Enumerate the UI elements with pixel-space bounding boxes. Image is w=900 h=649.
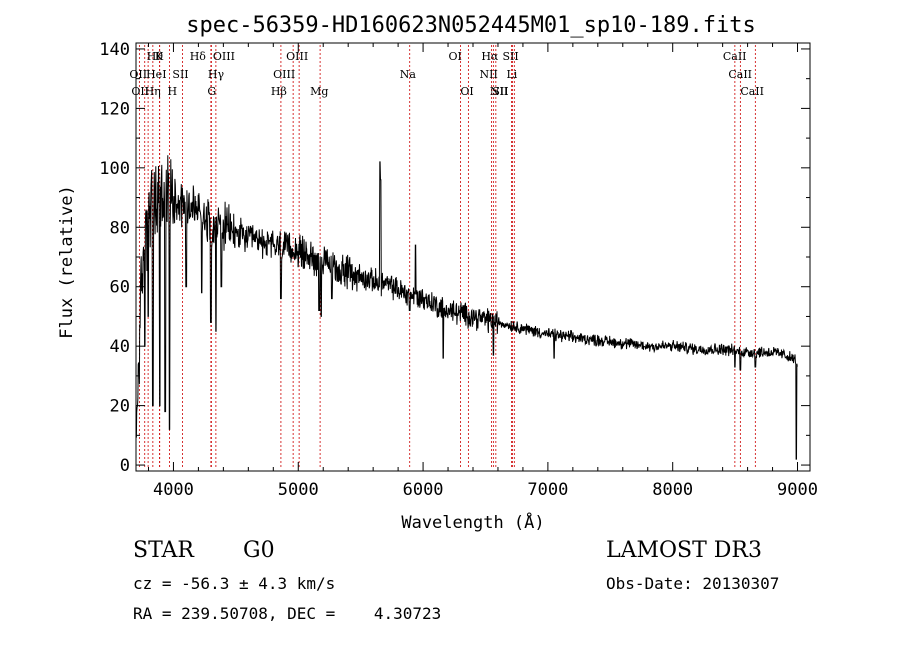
line-marker-label: K <box>155 50 164 63</box>
line-marker-label: H <box>167 85 177 98</box>
line-marker-label: HeI <box>146 68 166 81</box>
redshift-readout: cz = -56.3 ± 4.3 km/s <box>133 574 336 593</box>
line-marker-label: OIII <box>286 50 308 63</box>
y-tick-label: 120 <box>99 99 130 119</box>
x-axis-label: Wavelength (Å) <box>401 511 544 533</box>
object-class: STAR <box>133 538 194 563</box>
x-tick-label: 7000 <box>527 480 568 500</box>
y-tick-label: 20 <box>110 397 130 417</box>
y-tick-label: 60 <box>110 278 130 298</box>
line-marker-label: Li <box>506 68 517 81</box>
line-marker-label: NII <box>479 68 497 81</box>
line-marker-label: SII <box>492 85 508 98</box>
line-marker-label: Hθ <box>147 50 164 63</box>
line-marker-label: OI <box>460 85 473 98</box>
y-tick-label: 100 <box>99 159 130 179</box>
line-marker-label: OIII <box>213 50 235 63</box>
chart-title: spec-56359-HD160623N052445M01_sp10-189.f… <box>186 13 756 38</box>
observation-date: Obs-Date: 20130307 <box>606 574 780 593</box>
x-tick-label: 5000 <box>278 480 319 500</box>
x-tick-label: 4000 <box>153 480 194 500</box>
x-tick-label: 9000 <box>777 480 818 500</box>
line-marker-label: OIII <box>273 68 295 81</box>
line-marker-label: CaII <box>723 50 747 63</box>
y-tick-label: 80 <box>110 218 130 238</box>
y-axis-label: Flux (relative) <box>57 185 77 339</box>
spectrum-line <box>135 155 798 460</box>
line-marker-label: Na <box>400 68 417 81</box>
line-marker-label: NII <box>490 85 508 98</box>
line-marker-label: CaII <box>728 68 752 81</box>
line-marker-label: Hη <box>145 85 161 98</box>
y-tick-label: 0 <box>120 456 130 476</box>
y-axis-ticks: 0 20 40 60 80 100 120 140 <box>99 40 810 476</box>
coordinates-readout: RA = 239.50708, DEC = 4.30723 <box>133 604 442 623</box>
line-marker-label: Mg <box>310 85 328 98</box>
line-marker-label: G <box>207 85 216 98</box>
y-tick-label: 140 <box>99 40 130 60</box>
object-subclass: G0 <box>243 538 275 563</box>
line-marker-label: Hα <box>481 50 499 63</box>
emission-line-markers <box>138 45 756 469</box>
line-marker-label: Hβ <box>271 85 287 98</box>
line-marker-label: OII <box>129 68 147 81</box>
line-marker-label: SII <box>502 50 518 63</box>
line-marker-label: CaII <box>740 85 764 98</box>
line-marker-label: SII <box>172 68 188 81</box>
plot-frame <box>135 42 811 472</box>
survey-name: LAMOST DR3 <box>606 538 762 563</box>
x-axis-ticks: 4000 5000 6000 7000 8000 9000 <box>147 43 818 500</box>
line-marker-label: Hγ <box>208 68 225 81</box>
x-tick-label: 8000 <box>652 480 693 500</box>
y-tick-label: 40 <box>110 337 130 357</box>
x-tick-label: 6000 <box>403 480 444 500</box>
line-marker-label: Hδ <box>190 50 207 63</box>
line-marker-label: OI <box>449 50 462 63</box>
